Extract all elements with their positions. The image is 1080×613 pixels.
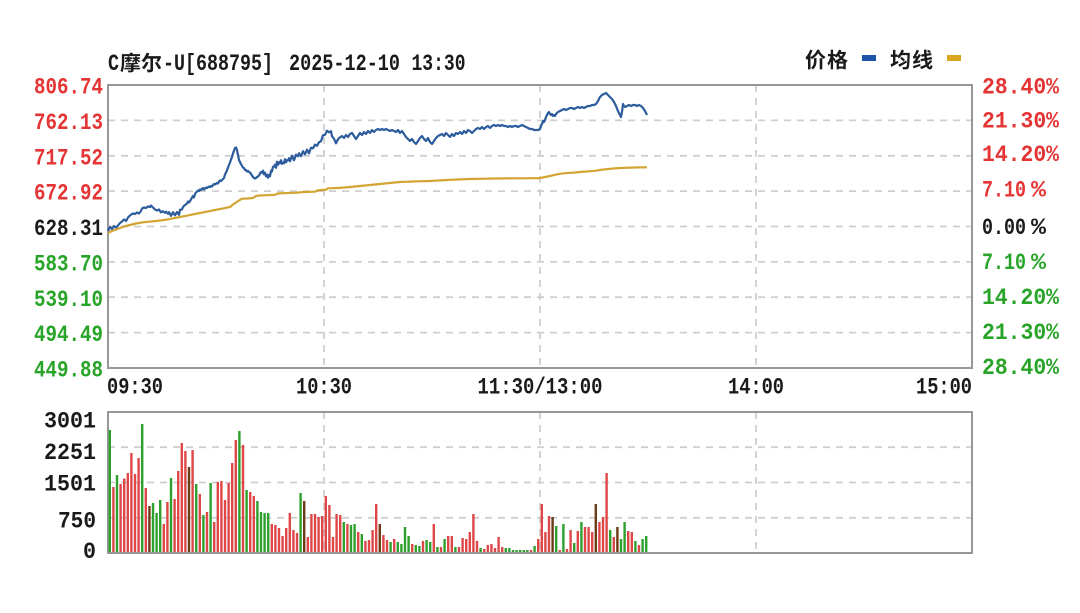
svg-text:3001: 3001 bbox=[44, 409, 96, 435]
svg-text:14:00: 14:00 bbox=[728, 375, 784, 401]
svg-text:762.13: 762.13 bbox=[34, 110, 103, 136]
svg-text:628.31: 628.31 bbox=[34, 216, 103, 242]
svg-text:10:30: 10:30 bbox=[296, 375, 352, 401]
svg-text:28.40%: 28.40% bbox=[982, 75, 1059, 101]
svg-text:%: % bbox=[1031, 250, 1046, 276]
svg-text:09:30: 09:30 bbox=[107, 375, 163, 401]
svg-text:%: % bbox=[1031, 178, 1046, 204]
svg-text:494.49: 494.49 bbox=[34, 322, 103, 348]
svg-text:539.10: 539.10 bbox=[34, 287, 103, 313]
svg-text:449.88: 449.88 bbox=[34, 358, 103, 384]
svg-text:2251: 2251 bbox=[44, 440, 96, 466]
svg-text:21.30%: 21.30% bbox=[982, 109, 1059, 135]
svg-text:15:00: 15:00 bbox=[916, 375, 972, 401]
svg-text:14.20%: 14.20% bbox=[982, 142, 1059, 168]
svg-text:0: 0 bbox=[83, 539, 96, 565]
svg-text:0.00: 0.00 bbox=[982, 215, 1026, 241]
svg-text:C: C bbox=[108, 51, 119, 77]
svg-text:13:30: 13:30 bbox=[412, 51, 466, 77]
svg-text:11:30/13:00: 11:30/13:00 bbox=[478, 375, 603, 401]
svg-text:7.10: 7.10 bbox=[982, 250, 1026, 276]
svg-text:1501: 1501 bbox=[44, 472, 96, 498]
svg-text:717.52: 717.52 bbox=[34, 145, 103, 171]
svg-text:2025-12-10: 2025-12-10 bbox=[289, 51, 400, 77]
svg-text:-U[688795]: -U[688795] bbox=[163, 51, 273, 77]
svg-text:750: 750 bbox=[58, 509, 96, 535]
svg-text:21.30%: 21.30% bbox=[982, 320, 1059, 346]
svg-text:672.92: 672.92 bbox=[34, 181, 103, 207]
svg-text:806.74: 806.74 bbox=[34, 75, 103, 101]
svg-text:14.20%: 14.20% bbox=[982, 285, 1059, 311]
svg-text:%: % bbox=[1031, 215, 1046, 241]
svg-text:7.10: 7.10 bbox=[982, 178, 1026, 204]
svg-text:28.40%: 28.40% bbox=[982, 355, 1059, 381]
svg-text:583.70: 583.70 bbox=[34, 251, 103, 277]
